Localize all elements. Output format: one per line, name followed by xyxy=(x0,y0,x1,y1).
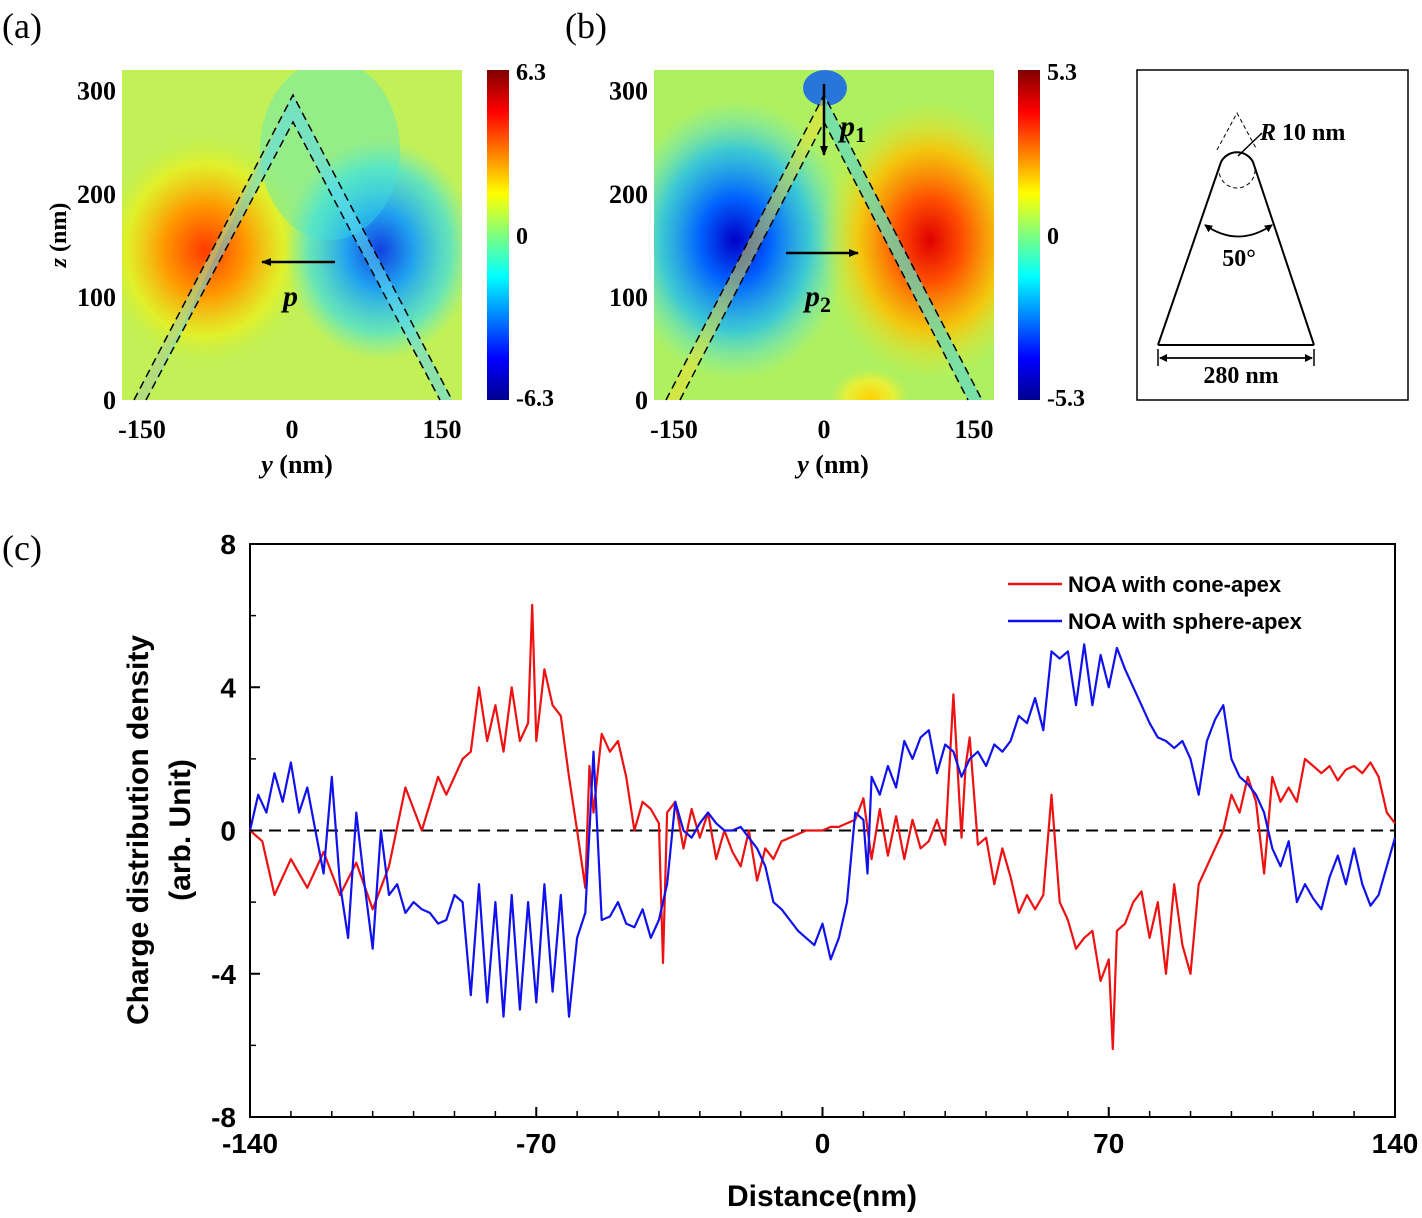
x-tick-label: 0 xyxy=(818,415,831,444)
x-tick-label: 0 xyxy=(286,415,299,444)
panel-label-c: (c) xyxy=(2,528,42,568)
cone-schematic: R 10 nm 50° 280 nm xyxy=(1136,69,1409,401)
colorbar-b-min: -5.3 xyxy=(1047,386,1085,412)
y-tick-label: 8 xyxy=(220,529,236,560)
ylabel-c-line2: (arb. Unit) xyxy=(164,759,197,901)
ylabel-a: z (nm) xyxy=(46,203,72,269)
xlabel-c: Distance(nm) xyxy=(727,1180,917,1213)
y-tick-label: 300 xyxy=(609,77,648,106)
x-tick-label: 150 xyxy=(423,415,462,444)
legend-label-sphere: NOA with sphere-apex xyxy=(1068,609,1303,634)
radius-label: R 10 nm xyxy=(1259,120,1345,146)
radius-leader xyxy=(1237,132,1263,157)
x-tick-label: -150 xyxy=(118,415,166,444)
panel-label-b: (b) xyxy=(565,6,607,46)
colorbar-a xyxy=(487,70,509,400)
colorbar-a-zero: 0 xyxy=(516,224,528,250)
x-tick-label: 140 xyxy=(1372,1128,1419,1159)
y-tick-label: 200 xyxy=(77,180,116,209)
y-tick-label: 100 xyxy=(77,283,116,312)
panel-c: (c) -140 -70 0 70 140 -8 -4 0 4 8 Distance(nm) Ch… xyxy=(2,528,1418,1213)
xlabel-a: y (nm) xyxy=(258,450,332,479)
colorbar-b-max: 5.3 xyxy=(1047,60,1077,86)
dipole-label-p: p xyxy=(280,280,298,313)
heatmap-b xyxy=(654,70,994,400)
y-tick-label: 0 xyxy=(635,386,648,415)
colorbar-a-max: 6.3 xyxy=(516,60,546,86)
xlabel-b: y (nm) xyxy=(794,450,868,479)
legend-label-cone: NOA with cone-apex xyxy=(1068,572,1282,597)
y-tick-label: 0 xyxy=(103,386,116,415)
x-tick-label: 70 xyxy=(1093,1128,1124,1159)
y-tick-label: 100 xyxy=(609,283,648,312)
cone-outline-a-outer xyxy=(133,93,453,401)
base-label: 280 nm xyxy=(1203,363,1278,389)
x-tick-label: 0 xyxy=(815,1128,831,1159)
series-c xyxy=(248,603,1397,1051)
y-tick-label: 200 xyxy=(609,180,648,209)
y-tick-label: 300 xyxy=(77,77,116,106)
dipole-label-p2: p2 xyxy=(802,280,831,317)
panel-label-a: (a) xyxy=(2,6,42,46)
legend-c: NOA with cone-apex NOA with sphere-apex xyxy=(1008,572,1303,634)
colorbar-b-zero: 0 xyxy=(1047,224,1059,250)
angle-arc xyxy=(1204,224,1273,238)
x-tick-label: -140 xyxy=(222,1128,278,1159)
y-tick-label: -8 xyxy=(211,1102,236,1133)
x-tick-label: 150 xyxy=(955,415,994,444)
ticks-c: -140 -70 0 70 140 -8 -4 0 4 8 xyxy=(211,529,1418,1159)
cone-outline-a-inner xyxy=(145,120,441,401)
colorbar-a-min: -6.3 xyxy=(516,386,554,412)
y-tick-label: -4 xyxy=(211,959,236,990)
series-line-sphere-apex xyxy=(248,643,1397,1018)
ylabel-c-line1: Charge distribution density xyxy=(122,635,155,1025)
heatmap-a xyxy=(122,70,462,400)
x-tick-label: -150 xyxy=(650,415,698,444)
x-tick-label: -70 xyxy=(516,1128,556,1159)
sharp-tip-outline xyxy=(1216,111,1258,151)
cone-body xyxy=(1157,151,1315,346)
angle-label: 50° xyxy=(1222,246,1256,272)
series-line-cone-apex xyxy=(249,603,1396,1051)
y-tick-label: 0 xyxy=(220,816,236,847)
y-tick-label: 4 xyxy=(220,672,236,703)
colorbar-b xyxy=(1018,70,1040,400)
dipole-label-p1: p1 xyxy=(837,110,866,147)
